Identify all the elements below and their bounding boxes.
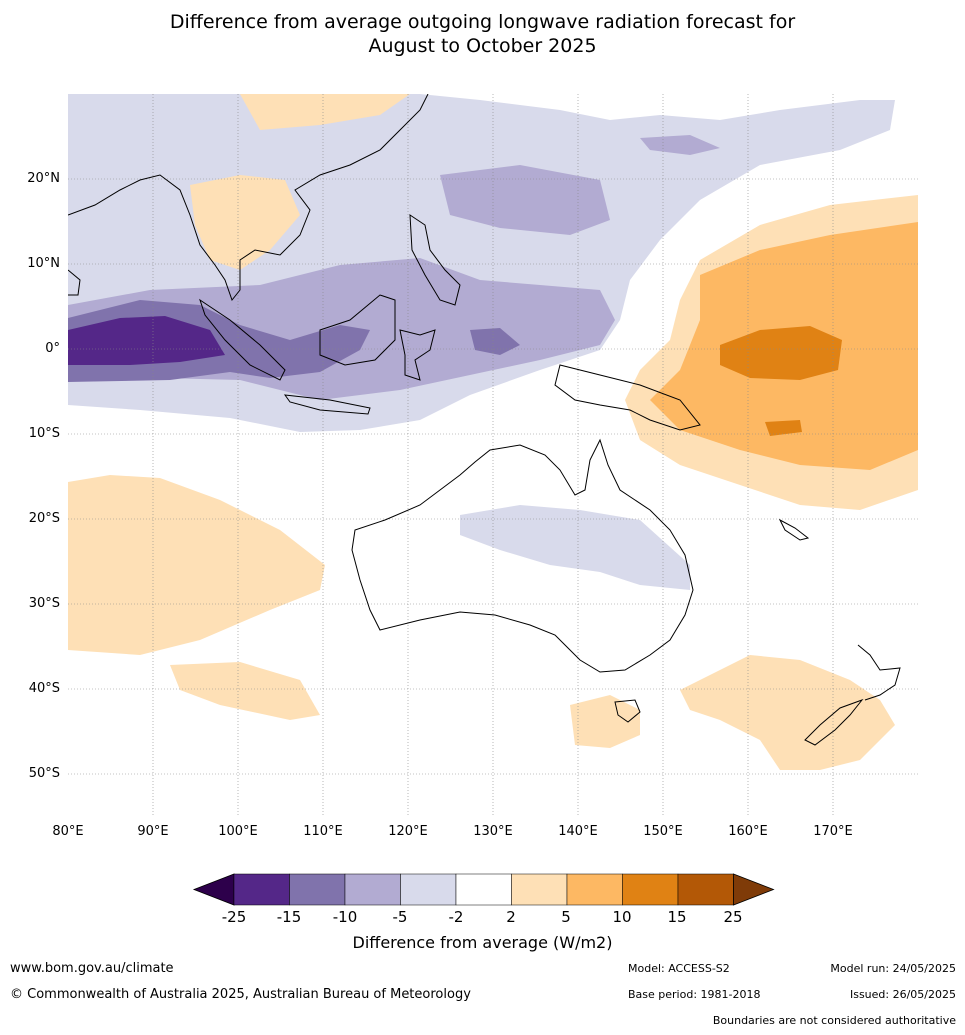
- lon-tick-100e: 100°E: [218, 824, 258, 839]
- colorbar-segment-7: [622, 873, 679, 906]
- gridlines: [68, 94, 918, 816]
- colorbar-label: Difference from average (W/m2): [352, 933, 613, 952]
- coastline-tasmania: [614, 699, 641, 723]
- coastline-new-guinea: [554, 364, 701, 431]
- lon-tick-110e: 110°E: [303, 824, 343, 839]
- anomaly-region-dark-orange: [720, 326, 842, 380]
- coastline-australia: [351, 438, 694, 673]
- anomaly-region-light-orange-indian: [68, 475, 325, 655]
- colorbar-tick-1: -15: [276, 908, 302, 926]
- coastline-sri-lanka: [68, 269, 81, 296]
- lon-tick-140e: 140°E: [558, 824, 598, 839]
- coastline-asia: [68, 94, 429, 302]
- footer-base-period: Base period: 1981-2018: [628, 988, 761, 1001]
- colorbar-segment-2: [344, 873, 401, 906]
- colorbar-tick-7: 10: [612, 908, 632, 926]
- lon-tick-150e: 150°E: [643, 824, 683, 839]
- anomaly-region-dark-purple-east: [470, 328, 520, 355]
- coastline-java: [283, 394, 371, 415]
- lat-tick-10n: 10°N: [27, 256, 60, 271]
- lat-tick-20n: 20°N: [27, 171, 60, 186]
- colorbar-tick-9: 25: [723, 908, 743, 926]
- anomaly-region-light-orange-china: [240, 94, 410, 130]
- colorbar-extend-under: [192, 873, 235, 906]
- lat-tick-30s: 30°S: [28, 596, 60, 611]
- colorbar-tick-5: 2: [506, 908, 516, 926]
- lon-tick-130e: 130°E: [473, 824, 513, 839]
- footer-model-run: Model run: 24/05/2025: [830, 962, 956, 975]
- colorbar-segment-0: [233, 873, 290, 906]
- colorbar-tick-6: 5: [561, 908, 571, 926]
- footer-issued: Issued: 26/05/2025: [849, 988, 956, 1001]
- coastline-sulawesi: [399, 329, 436, 381]
- colorbar: [192, 873, 775, 906]
- colorbar-segment-4: [455, 873, 512, 906]
- footer-copyright: © Commonwealth of Australia 2025, Austra…: [10, 987, 471, 1002]
- coastline-borneo: [319, 294, 396, 366]
- lat-tick-0: 0°: [45, 341, 60, 356]
- anomaly-region-light-purple-north: [68, 120, 160, 230]
- anomaly-region-light-orange-south: [170, 662, 320, 720]
- chart-title: Difference from average outgoing longwav…: [0, 10, 965, 58]
- footer-website: www.bom.gov.au/climate: [10, 961, 174, 976]
- colorbar-segment-5: [511, 873, 568, 906]
- title-line-1: Difference from average outgoing longwav…: [169, 11, 796, 33]
- footer-disclaimer: Boundaries are not considered authoritat…: [712, 1014, 956, 1027]
- anomaly-region-light-orange-se-asia: [190, 175, 300, 270]
- anomaly-region-dark-orange-south: [765, 420, 802, 436]
- lon-tick-80e: 80°E: [52, 824, 84, 839]
- lat-tick-50s: 50°S: [28, 766, 60, 781]
- lon-tick-170e: 170°E: [813, 824, 853, 839]
- coastline-philippines: [409, 214, 461, 306]
- colorbar-tick-0: -25: [221, 908, 247, 926]
- colorbar-tick-8: 15: [667, 908, 687, 926]
- colorbar-tick-2: -10: [332, 908, 358, 926]
- anomaly-region-light-purple-australia: [460, 505, 690, 590]
- anomaly-region-light-orange-gab: [570, 695, 640, 748]
- anomaly-region-deepest-purple: [68, 316, 225, 365]
- colorbar-segment-1: [289, 873, 346, 906]
- anomaly-region-medium-purple-pacific: [640, 135, 720, 155]
- title-line-2: August to October 2025: [368, 35, 597, 57]
- colorbar-segment-3: [400, 873, 457, 906]
- coastlines: [68, 94, 901, 746]
- lat-tick-10s: 10°S: [28, 426, 60, 441]
- coastline-sumatra: [199, 298, 286, 381]
- lon-tick-120e: 120°E: [388, 824, 428, 839]
- coastline-new-zealand-north: [857, 644, 901, 701]
- coastline-new-caledonia: [778, 518, 810, 541]
- colorbar-segment-6: [566, 873, 623, 906]
- colorbar-tick-4: -2: [448, 908, 464, 926]
- lon-tick-90e: 90°E: [137, 824, 169, 839]
- lon-tick-160e: 160°E: [728, 824, 768, 839]
- colorbar-segment-8: [677, 873, 734, 906]
- lat-tick-40s: 40°S: [28, 681, 60, 696]
- lat-tick-20s: 20°S: [28, 511, 60, 526]
- colorbar-extend-over: [733, 873, 775, 906]
- anomaly-region-medium-purple-scs: [440, 165, 610, 235]
- colorbar-tick-3: -5: [392, 908, 408, 926]
- anomaly-field: [68, 94, 918, 770]
- coastline-new-zealand-south: [804, 698, 864, 746]
- anomaly-region-light-orange-tasman: [680, 655, 895, 770]
- footer-model: Model: ACCESS-S2: [628, 962, 730, 975]
